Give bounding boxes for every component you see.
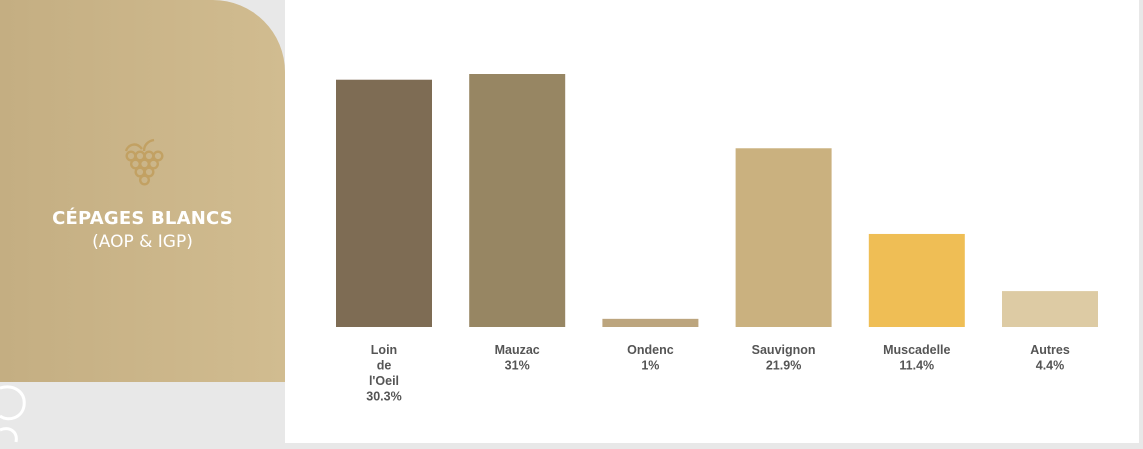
panel-subtitle: (AOP & IGP) xyxy=(92,232,193,252)
side-panel: CÉPAGES BLANCS (AOP & IGP) xyxy=(0,0,285,382)
decorative-swirl-icon xyxy=(0,385,26,443)
right-edge xyxy=(1139,0,1143,449)
category-label-4: Muscadelle 11.4% xyxy=(883,343,950,373)
bar-3 xyxy=(735,148,832,327)
bar-1 xyxy=(469,74,566,327)
bar-5 xyxy=(1002,291,1098,327)
bar-4 xyxy=(868,233,965,327)
bar-2 xyxy=(602,318,699,327)
category-label-2: Ondenc 1% xyxy=(627,343,674,373)
bar-0 xyxy=(336,79,432,327)
grape-icon xyxy=(124,138,164,186)
category-label-1: Mauzac 31% xyxy=(495,343,540,373)
category-label-5: Autres 4.4% xyxy=(1030,343,1070,373)
category-label-0: Loin de l'Oeil 30.3% xyxy=(366,343,401,404)
panel-title: CÉPAGES BLANCS xyxy=(52,208,233,229)
category-label-3: Sauvignon 21.9% xyxy=(752,343,816,373)
